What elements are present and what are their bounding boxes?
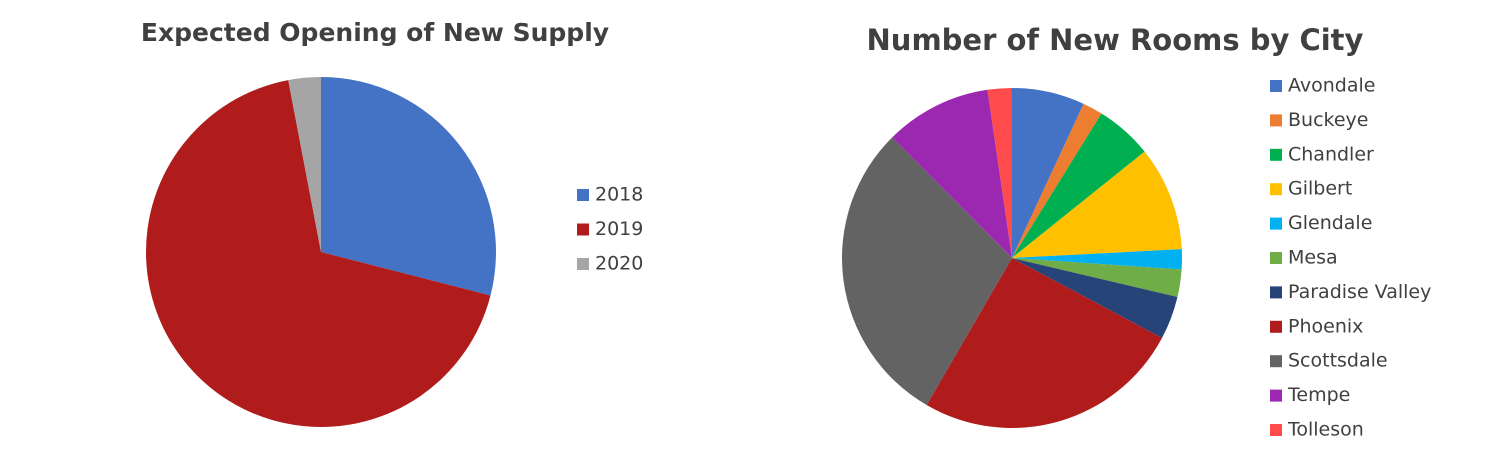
legend-label: Buckeye [1288, 109, 1368, 131]
pie-slice [146, 80, 491, 427]
legend-label: 2020 [595, 253, 643, 275]
legend-swatch [1270, 320, 1282, 333]
legend-swatch [577, 223, 589, 236]
legend-label: Tempe [1287, 384, 1350, 406]
legend-swatch [577, 189, 589, 201]
pie-slice [892, 89, 1012, 259]
pie-slice [288, 77, 321, 252]
pie-slice [1012, 88, 1084, 258]
pie-slice [321, 77, 496, 296]
legend-swatch [1270, 148, 1282, 161]
legend-label: Phoenix [1288, 315, 1363, 337]
chart-title: Number of New Rooms by City [867, 23, 1364, 57]
legend-label: 2018 [595, 184, 643, 206]
legend-swatch [1270, 183, 1282, 196]
legend-label: Avondale [1288, 75, 1375, 97]
pie-slice [1012, 258, 1182, 298]
legend-label: 2019 [595, 218, 643, 240]
legend-swatch [1270, 252, 1282, 264]
legend-label: Paradise Valley [1288, 281, 1431, 303]
legend-swatch [1270, 80, 1282, 92]
pie-slice [841, 137, 1012, 406]
legend-swatch [1270, 286, 1282, 299]
legend-label: Scottsdale [1288, 350, 1388, 372]
legend-swatch [1270, 114, 1282, 127]
pie-slice [926, 258, 1162, 428]
pie-slice [1012, 249, 1182, 270]
legend-swatch [1270, 424, 1282, 436]
pie-slice [1012, 258, 1178, 339]
legend-label: Mesa [1288, 247, 1338, 269]
pie-slice [987, 88, 1012, 258]
legend-swatch [1270, 355, 1282, 368]
legend-label: Tolleson [1287, 419, 1364, 441]
pie-slice [1012, 103, 1102, 258]
chart-title: Expected Opening of New Supply [141, 18, 609, 47]
legend-swatch [1270, 389, 1282, 402]
legend-label: Gilbert [1288, 178, 1352, 200]
pie-slice [1012, 113, 1145, 258]
legend-label: Glendale [1288, 212, 1372, 234]
pie-slice [1012, 151, 1182, 258]
legend-swatch [577, 258, 589, 270]
legend-swatch [1270, 217, 1282, 230]
legend-label: Chandler [1288, 143, 1374, 165]
